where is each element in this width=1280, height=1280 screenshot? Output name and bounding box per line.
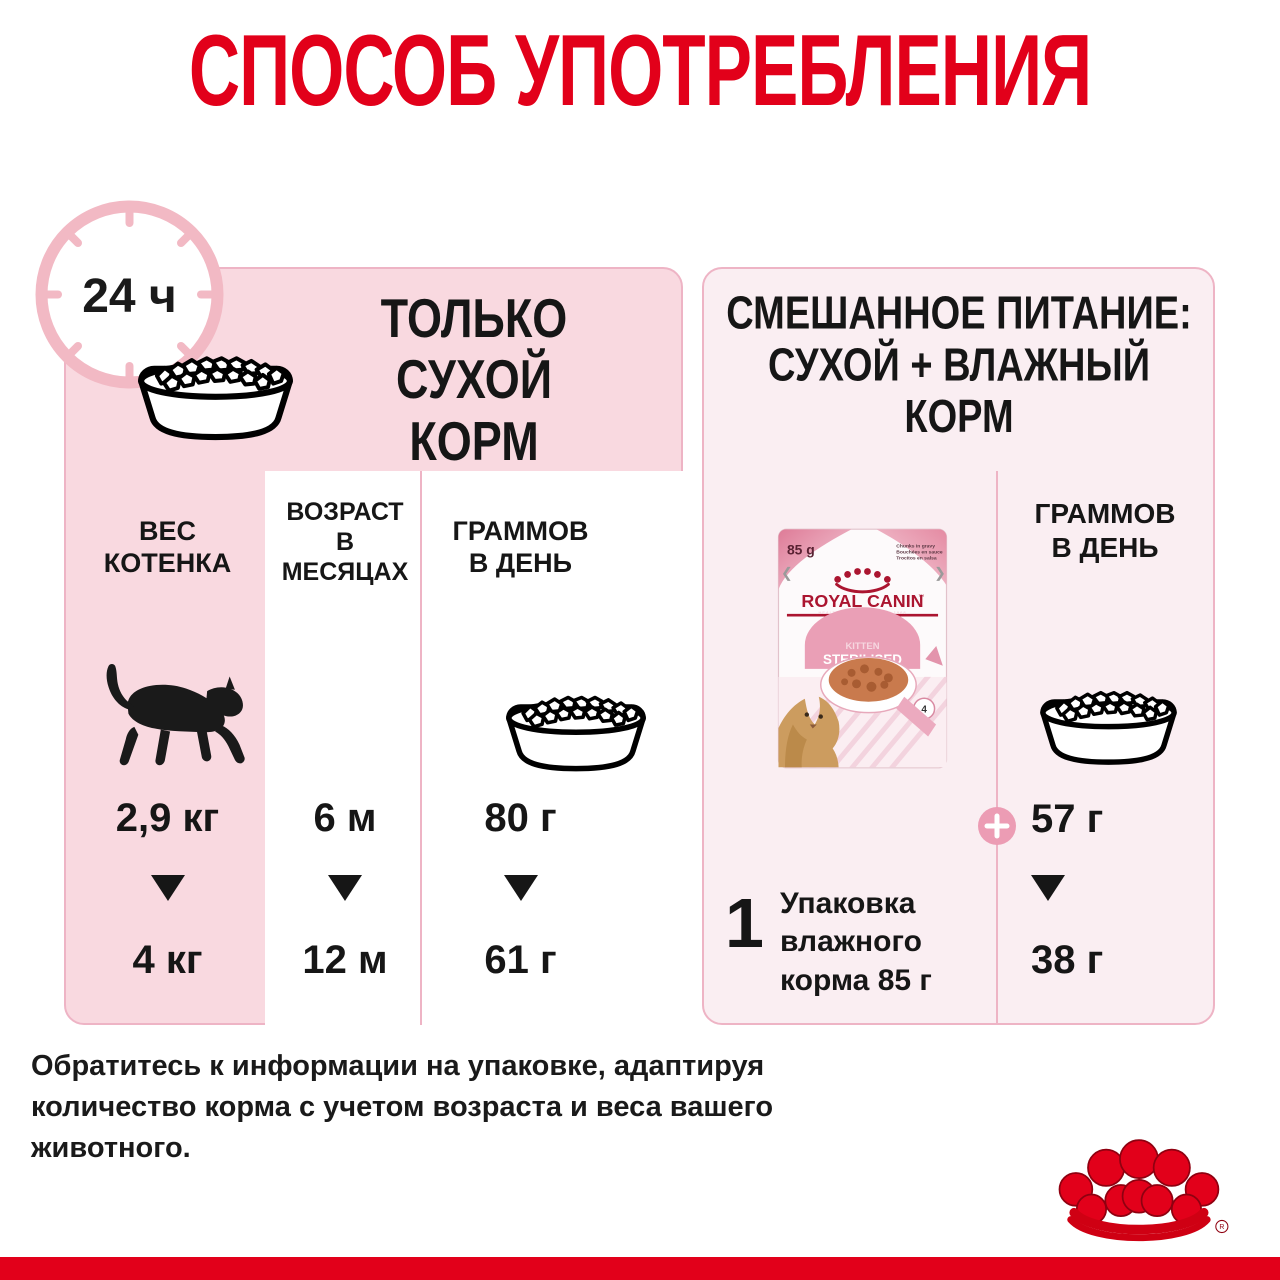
svg-text:Bouchées en sauce: Bouchées en sauce [896, 550, 943, 556]
svg-text:Trocitos en salsa: Trocitos en salsa [896, 556, 937, 562]
svg-text:Chunks in gravy: Chunks in gravy [896, 544, 935, 550]
svg-text:85 g: 85 g [787, 542, 815, 558]
svg-text:™: ™ [918, 593, 924, 600]
svg-text:R: R [1219, 1224, 1224, 1231]
svg-text:❯: ❯ [934, 564, 946, 581]
svg-text:KITTEN: KITTEN [845, 641, 879, 652]
svg-text:❮: ❮ [781, 564, 793, 581]
